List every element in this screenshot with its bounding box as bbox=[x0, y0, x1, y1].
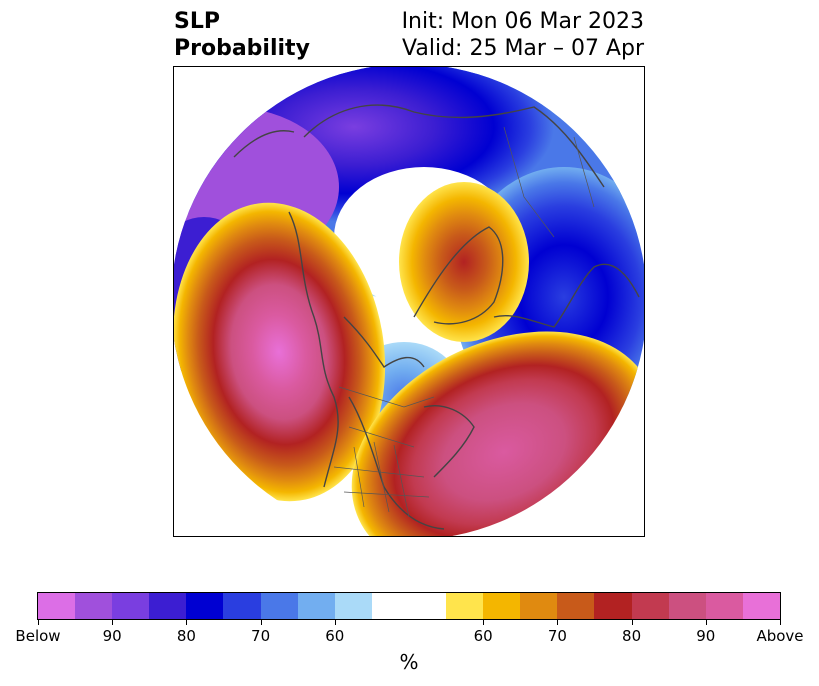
colorbar-swatch-neutral bbox=[371, 593, 447, 619]
colorbar-tick-mark bbox=[631, 620, 633, 625]
title-variable: SLP bbox=[174, 9, 220, 34]
colorbar-tick-label: 60 bbox=[325, 627, 345, 645]
colorbar-swatch-below-4 bbox=[186, 593, 224, 619]
polar-map bbox=[174, 67, 644, 536]
colorbar-swatch-below-2 bbox=[112, 593, 150, 619]
colorbar-tick-label: Below bbox=[15, 627, 61, 645]
colorbar-tick-mark bbox=[38, 620, 39, 625]
above-region-pacific bbox=[174, 202, 386, 502]
title-left: SLP Probability bbox=[174, 8, 310, 62]
colorbar-swatch-above-0 bbox=[446, 593, 484, 619]
colorbar-tick-mark bbox=[112, 620, 114, 625]
colorbar-swatch-below-0 bbox=[38, 593, 76, 619]
coastlines bbox=[233, 104, 640, 530]
colorbar-unit-label: % bbox=[399, 650, 419, 674]
colorbar-tick-mark bbox=[334, 620, 336, 625]
colorbar-tick-mark bbox=[186, 620, 188, 625]
colorbar-swatch-above-7 bbox=[705, 593, 743, 619]
colorbar-tick-label: 90 bbox=[696, 627, 716, 645]
title-type: Probability bbox=[174, 36, 310, 61]
colorbar-tick-label: 80 bbox=[622, 627, 642, 645]
colorbar-tick-mark bbox=[260, 620, 262, 625]
colorbar-swatch-below-1 bbox=[75, 593, 113, 619]
colorbar-tick-mark bbox=[557, 620, 559, 625]
init-date: Init: Mon 06 Mar 2023 bbox=[401, 9, 644, 34]
colorbar-swatch-above-3 bbox=[557, 593, 595, 619]
map-frame bbox=[173, 66, 645, 537]
colorbar-tick-label: 70 bbox=[251, 627, 271, 645]
colorbar-tick-mark bbox=[705, 620, 707, 625]
colorbar-tick-mark bbox=[780, 620, 781, 625]
valid-range: Valid: 25 Mar – 07 Apr bbox=[402, 36, 644, 61]
colorbar-tick-label: Above bbox=[756, 627, 804, 645]
above-region-greenland bbox=[399, 182, 529, 342]
colorbar-tick-mark bbox=[483, 620, 485, 625]
colorbar bbox=[37, 592, 781, 620]
colorbar-swatch-below-3 bbox=[149, 593, 187, 619]
title-right: Init: Mon 06 Mar 2023 Valid: 25 Mar – 07… bbox=[402, 8, 644, 62]
colorbar-swatch-below-8 bbox=[334, 593, 372, 619]
colorbar-swatch-above-5 bbox=[631, 593, 669, 619]
colorbar-swatch-below-7 bbox=[297, 593, 335, 619]
colorbar-tick-label: 90 bbox=[102, 627, 122, 645]
colorbar-swatch-above-8 bbox=[742, 593, 780, 619]
colorbar-swatch-above-6 bbox=[668, 593, 706, 619]
colorbar-swatch-above-1 bbox=[483, 593, 521, 619]
borders bbox=[333, 126, 595, 518]
colorbar-swatch-below-6 bbox=[260, 593, 298, 619]
colorbar-swatch-above-2 bbox=[520, 593, 558, 619]
colorbar-tick-label: 80 bbox=[176, 627, 196, 645]
colorbar-swatch-below-5 bbox=[223, 593, 261, 619]
colorbar-tick-label: 70 bbox=[547, 627, 567, 645]
colorbar-tick-label: 60 bbox=[473, 627, 493, 645]
colorbar-swatch-above-4 bbox=[594, 593, 632, 619]
